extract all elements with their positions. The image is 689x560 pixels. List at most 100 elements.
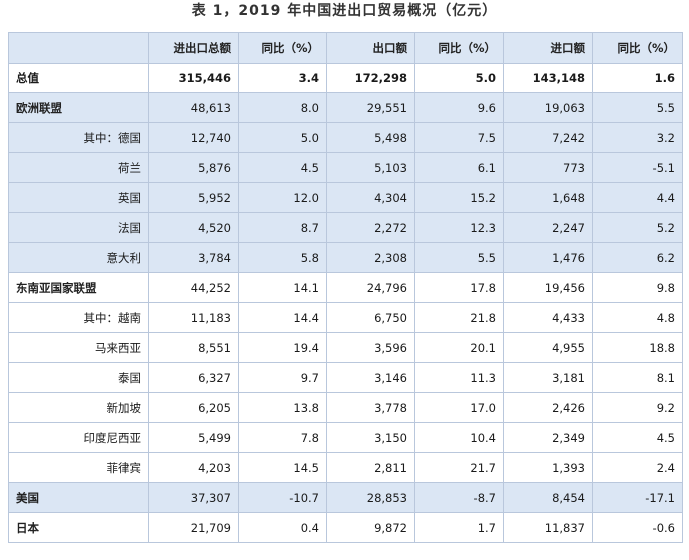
row-label: 英国 (8, 182, 149, 213)
row-label: 法国 (8, 212, 149, 243)
table-cell: 2.4 (592, 452, 683, 483)
table-cell: 18.8 (592, 332, 683, 363)
table-cell: 4,433 (503, 302, 593, 333)
row-label: 马来西亚 (8, 332, 149, 363)
table-row: 菲律宾 4,203 14.5 2,811 21.7 1,393 2.4 (8, 452, 683, 483)
table-cell: 5,876 (148, 152, 239, 183)
table-cell: -0.6 (592, 512, 683, 543)
row-label: 新加坡 (8, 392, 149, 423)
table-row: 欧洲联盟 48,613 8.0 29,551 9.6 19,063 5.5 (8, 92, 683, 123)
table-cell: 8.0 (238, 92, 327, 123)
table-cell: 2,426 (503, 392, 593, 423)
table-cell: 8,454 (503, 482, 593, 513)
table-cell: -17.1 (592, 482, 683, 513)
header-cell-import: 进口额 (503, 32, 593, 64)
table-cell: 9.8 (592, 272, 683, 303)
header-cell-total: 进出口总额 (148, 32, 239, 64)
table-cell: 14.4 (238, 302, 327, 333)
table-cell: 5.8 (238, 242, 327, 273)
table-cell: 5,952 (148, 182, 239, 213)
table-cell: 2,272 (326, 212, 415, 243)
header-row: 进出口总额 同比（%） 出口额 同比（%） 进口额 同比（%） (8, 32, 683, 64)
table-cell: 2,247 (503, 212, 593, 243)
table-row: 马来西亚 8,551 19.4 3,596 20.1 4,955 18.8 (8, 332, 683, 363)
table-cell: 12.0 (238, 182, 327, 213)
table-body: 总值 315,446 3.4 172,298 5.0 143,148 1.6 欧洲联盟 48,6… (8, 63, 683, 543)
row-label: 日本 (8, 512, 149, 543)
table-cell: 5.2 (592, 212, 683, 243)
table-cell: 17.0 (414, 392, 504, 423)
table-cell: 3,784 (148, 242, 239, 273)
table-cell: 7.5 (414, 122, 504, 153)
table-row: 其中：德国 12,740 5.0 5,498 7.5 7,242 3.2 (8, 122, 683, 153)
table-cell: 6,205 (148, 392, 239, 423)
table-cell: 172,298 (326, 63, 415, 93)
table-cell: 6,327 (148, 362, 239, 393)
table-cell: 6,750 (326, 302, 415, 333)
table-cell: 2,811 (326, 452, 415, 483)
table-cell: 11,837 (503, 512, 593, 543)
header-cell-name (8, 32, 149, 64)
table-row: 总值 315,446 3.4 172,298 5.0 143,148 1.6 (8, 63, 683, 93)
table-row: 法国 4,520 8.7 2,272 12.3 2,247 5.2 (8, 212, 683, 243)
table-cell: 3.4 (238, 63, 327, 93)
table-cell: 9.6 (414, 92, 504, 123)
table-cell: 14.1 (238, 272, 327, 303)
table-cell: 12.3 (414, 212, 504, 243)
table-cell: 19,063 (503, 92, 593, 123)
table-cell: 315,446 (148, 63, 239, 93)
table-cell: 4.5 (592, 422, 683, 453)
table-cell: 3,150 (326, 422, 415, 453)
table-cell: 17.8 (414, 272, 504, 303)
table-cell: 3,596 (326, 332, 415, 363)
trade-overview-table: 进出口总额 同比（%） 出口额 同比（%） 进口额 同比（%） 总值 315,44… (8, 32, 683, 543)
table-cell: 13.8 (238, 392, 327, 423)
row-label: 其中：越南 (8, 302, 149, 333)
table-row: 美国 37,307 -10.7 28,853 -8.7 8,454 -17.1 (8, 482, 683, 513)
table-cell: 3,778 (326, 392, 415, 423)
table-cell: 8.1 (592, 362, 683, 393)
header-cell-total-yoy: 同比（%） (238, 32, 327, 64)
table-cell: 9,872 (326, 512, 415, 543)
table-cell: 15.2 (414, 182, 504, 213)
table-row: 印度尼西亚 5,499 7.8 3,150 10.4 2,349 4.5 (8, 422, 683, 453)
table-cell: 5,103 (326, 152, 415, 183)
header-cell-import-yoy: 同比（%） (592, 32, 683, 64)
header-cell-export-yoy: 同比（%） (414, 32, 504, 64)
table-cell: 1.7 (414, 512, 504, 543)
table-cell: -8.7 (414, 482, 504, 513)
table-cell: 11.3 (414, 362, 504, 393)
table-cell: 1,648 (503, 182, 593, 213)
table-cell: 773 (503, 152, 593, 183)
table-cell: 20.1 (414, 332, 504, 363)
table-cell: 12,740 (148, 122, 239, 153)
table-cell: 2,308 (326, 242, 415, 273)
table-cell: 3,181 (503, 362, 593, 393)
table-cell: 5.0 (414, 63, 504, 93)
table-cell: 44,252 (148, 272, 239, 303)
table-cell: 5.5 (592, 92, 683, 123)
row-label: 泰国 (8, 362, 149, 393)
table-cell: 1,476 (503, 242, 593, 273)
row-label: 总值 (8, 63, 149, 93)
table-cell: 11,183 (148, 302, 239, 333)
table-cell: 7,242 (503, 122, 593, 153)
table-cell: 29,551 (326, 92, 415, 123)
table-cell: 7.8 (238, 422, 327, 453)
table-cell: 5.5 (414, 242, 504, 273)
table-cell: 4,304 (326, 182, 415, 213)
header-cell-export: 出口额 (326, 32, 415, 64)
table-cell: 1,393 (503, 452, 593, 483)
row-label: 印度尼西亚 (8, 422, 149, 453)
table-cell: 21,709 (148, 512, 239, 543)
table-row: 其中：越南 11,183 14.4 6,750 21.8 4,433 4.8 (8, 302, 683, 333)
row-label: 美国 (8, 482, 149, 513)
table-cell: 37,307 (148, 482, 239, 513)
row-label: 荷兰 (8, 152, 149, 183)
table-cell: 6.2 (592, 242, 683, 273)
table-cell: 143,148 (503, 63, 593, 93)
table-cell: 0.4 (238, 512, 327, 543)
table-cell: 3.2 (592, 122, 683, 153)
table-cell: 10.4 (414, 422, 504, 453)
table-cell: 21.7 (414, 452, 504, 483)
